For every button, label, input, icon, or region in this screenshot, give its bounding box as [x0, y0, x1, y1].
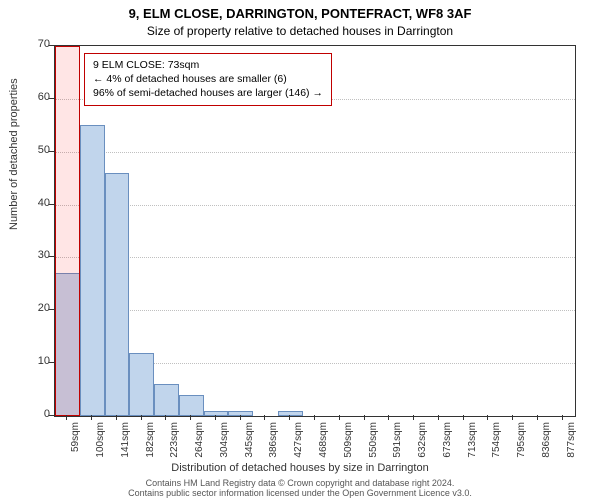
xtick-mark	[463, 415, 464, 420]
chart-title: 9, ELM CLOSE, DARRINGTON, PONTEFRACT, WF…	[0, 6, 600, 21]
histogram-bar	[105, 173, 130, 416]
histogram-bar	[179, 395, 204, 416]
xtick-mark	[562, 415, 563, 420]
xtick-mark	[438, 415, 439, 420]
ytick-label: 20	[30, 302, 50, 314]
xtick-mark	[66, 415, 67, 420]
histogram-bar	[204, 411, 229, 416]
property-size-chart: 9, ELM CLOSE, DARRINGTON, PONTEFRACT, WF…	[0, 0, 600, 500]
xtick-mark	[339, 415, 340, 420]
ytick-label: 10	[30, 355, 50, 367]
footer-line2: Contains public sector information licen…	[0, 489, 600, 499]
gridline	[55, 152, 575, 153]
xtick-mark	[314, 415, 315, 420]
xtick-mark	[190, 415, 191, 420]
annotation-line1: 9 ELM CLOSE: 73sqm	[93, 58, 323, 72]
gridline	[55, 257, 575, 258]
xtick-mark	[512, 415, 513, 420]
ytick-label: 0	[30, 408, 50, 420]
annotation-line3: 96% of semi-detached houses are larger (…	[93, 86, 323, 100]
xtick-mark	[240, 415, 241, 420]
histogram-bar	[80, 125, 105, 416]
gridline	[55, 310, 575, 311]
annotation-box: 9 ELM CLOSE: 73sqm ← 4% of detached hous…	[84, 53, 332, 106]
histogram-bar	[55, 273, 80, 416]
xtick-mark	[413, 415, 414, 420]
chart-footer: Contains HM Land Registry data © Crown c…	[0, 479, 600, 499]
xtick-mark	[215, 415, 216, 420]
xtick-mark	[537, 415, 538, 420]
y-axis-label: Number of detached properties	[8, 78, 20, 230]
ytick-label: 30	[30, 249, 50, 261]
annotation-line2: ← 4% of detached houses are smaller (6)	[93, 72, 323, 86]
ytick-label: 50	[30, 144, 50, 156]
ytick-label: 60	[30, 91, 50, 103]
ytick-label: 40	[30, 197, 50, 209]
chart-subtitle: Size of property relative to detached ho…	[0, 24, 600, 38]
xtick-mark	[289, 415, 290, 420]
xtick-mark	[388, 415, 389, 420]
histogram-bar	[154, 384, 179, 416]
xtick-mark	[141, 415, 142, 420]
xtick-mark	[264, 415, 265, 420]
histogram-bar	[129, 353, 154, 416]
histogram-bar	[228, 411, 253, 416]
xtick-mark	[91, 415, 92, 420]
xtick-mark	[364, 415, 365, 420]
ytick-label: 70	[30, 38, 50, 50]
x-axis-label: Distribution of detached houses by size …	[0, 462, 600, 474]
xtick-mark	[165, 415, 166, 420]
xtick-mark	[487, 415, 488, 420]
xtick-mark	[116, 415, 117, 420]
gridline	[55, 205, 575, 206]
